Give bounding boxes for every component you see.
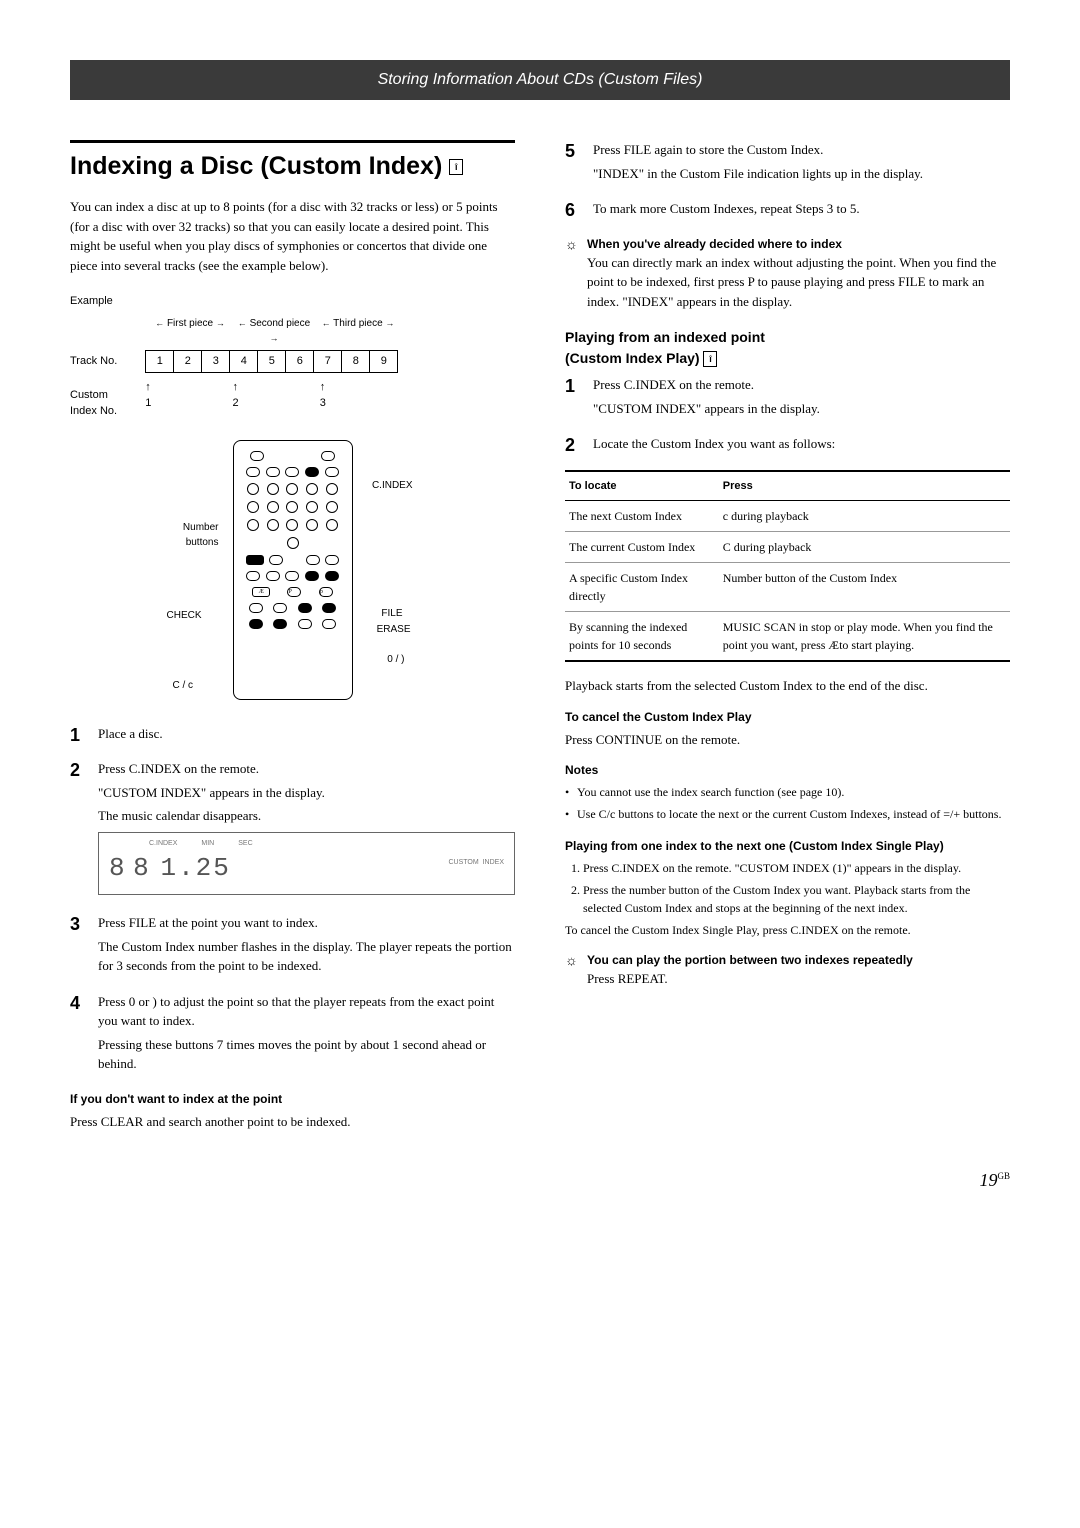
step-2: Press C.INDEX on the remote. "CUSTOM IND… [70,759,515,895]
cancel-text: Press CONTINUE on the remote. [565,730,1010,750]
section-header: Storing Information About CDs (Custom Fi… [70,60,1010,100]
remote-icon: î [449,159,463,175]
step-3: Press FILE at the point you want to inde… [70,913,515,976]
cancel-heading: To cancel the Custom Index Play [565,708,1010,726]
single-play-steps: Press C.INDEX on the remote. "CUSTOM IND… [565,859,1010,917]
track-diagram: Example ← First piece → ← Second piece →… [70,293,515,420]
lcd-display: C.INDEXMINSEC 8 8 1.25 CUSTOM INDEX [98,832,515,896]
tip-repeat: You can play the portion between two ind… [565,951,1010,989]
locate-table: To locatePress The next Custom Indexc du… [565,470,1010,663]
steps-continued: Press FILE again to store the Custom Ind… [565,140,1010,219]
intro-text: You can index a disc at up to 8 points (… [70,197,515,275]
page-title: Indexing a Disc (Custom Index) î [70,151,515,181]
step-1: Place a disc. [70,724,515,744]
no-index-text: Press CLEAR and search another point to … [70,1112,515,1132]
tip-already-decided: When you've already decided where to ind… [565,235,1010,312]
notes-heading: Notes [565,761,1010,779]
right-column: Press FILE again to store the Custom Ind… [565,140,1010,1143]
example-label: Example [70,293,515,310]
page-number: 19GB [70,1167,1010,1194]
title-rule [70,140,515,143]
step-4: Press 0 or ) to adjust the point so that… [70,992,515,1074]
play-step-1: Press C.INDEX on the remote. "CUSTOM IND… [565,375,1010,418]
remote-icon: î [703,351,717,367]
single-play-heading: Playing from one index to the next one (… [565,837,1010,855]
play-steps: Press C.INDEX on the remote. "CUSTOM IND… [565,375,1010,454]
single-cancel-text: To cancel the Custom Index Single Play, … [565,921,1010,939]
steps-list: Place a disc. Press C.INDEX on the remot… [70,724,515,1074]
left-column: Indexing a Disc (Custom Index) î You can… [70,140,515,1143]
step-5: Press FILE again to store the Custom Ind… [565,140,1010,183]
no-index-heading: If you don't want to index at the point [70,1090,515,1108]
play-step-2: Locate the Custom Index you want as foll… [565,434,1010,454]
notes-list: You cannot use the index search function… [565,783,1010,823]
step-6: To mark more Custom Indexes, repeat Step… [565,199,1010,219]
play-heading: Playing from an indexed point (Custom In… [565,327,1010,369]
after-table-text: Playback starts from the selected Custom… [565,676,1010,696]
remote-diagram: C.INDEX Number buttons CHECK FILE ERASE … [183,440,403,700]
